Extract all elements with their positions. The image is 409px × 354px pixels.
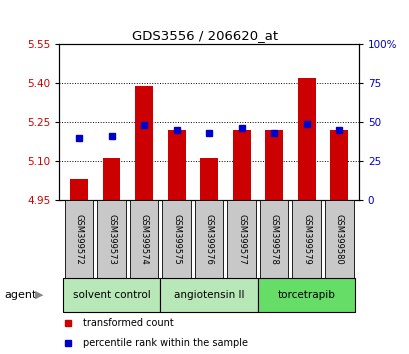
Bar <box>259 200 288 278</box>
Bar <box>194 200 223 278</box>
Bar <box>65 200 93 278</box>
Bar <box>257 278 355 312</box>
Text: agent: agent <box>4 290 36 300</box>
Bar <box>129 200 158 278</box>
Bar <box>135 86 153 200</box>
Bar <box>292 200 320 278</box>
Text: percentile rank within the sample: percentile rank within the sample <box>83 338 248 348</box>
Bar <box>162 200 191 278</box>
Text: GSM399577: GSM399577 <box>236 213 245 264</box>
Bar <box>63 278 160 312</box>
Bar <box>330 130 347 200</box>
Text: transformed count: transformed count <box>83 318 174 329</box>
Text: torcetrapib: torcetrapib <box>277 290 335 300</box>
Bar <box>200 159 218 200</box>
Text: GDS3556 / 206620_at: GDS3556 / 206620_at <box>132 29 277 42</box>
Text: GSM399574: GSM399574 <box>139 213 148 264</box>
Text: GSM399579: GSM399579 <box>301 213 310 264</box>
Bar <box>70 179 88 200</box>
Bar <box>227 200 255 278</box>
Bar <box>265 130 283 200</box>
Bar <box>324 200 353 278</box>
Bar <box>167 130 185 200</box>
Text: GSM399575: GSM399575 <box>172 213 181 264</box>
Text: GSM399572: GSM399572 <box>74 213 83 264</box>
Bar <box>97 200 126 278</box>
Bar <box>297 78 315 200</box>
Text: GSM399578: GSM399578 <box>269 213 278 264</box>
Text: solvent control: solvent control <box>72 290 150 300</box>
Text: GSM399576: GSM399576 <box>204 213 213 264</box>
Bar <box>102 159 120 200</box>
Text: GSM399580: GSM399580 <box>334 213 343 264</box>
Text: angiotensin II: angiotensin II <box>173 290 244 300</box>
Bar <box>160 278 257 312</box>
Text: GSM399573: GSM399573 <box>107 213 116 264</box>
Bar <box>232 130 250 200</box>
Text: ▶: ▶ <box>35 290 43 300</box>
